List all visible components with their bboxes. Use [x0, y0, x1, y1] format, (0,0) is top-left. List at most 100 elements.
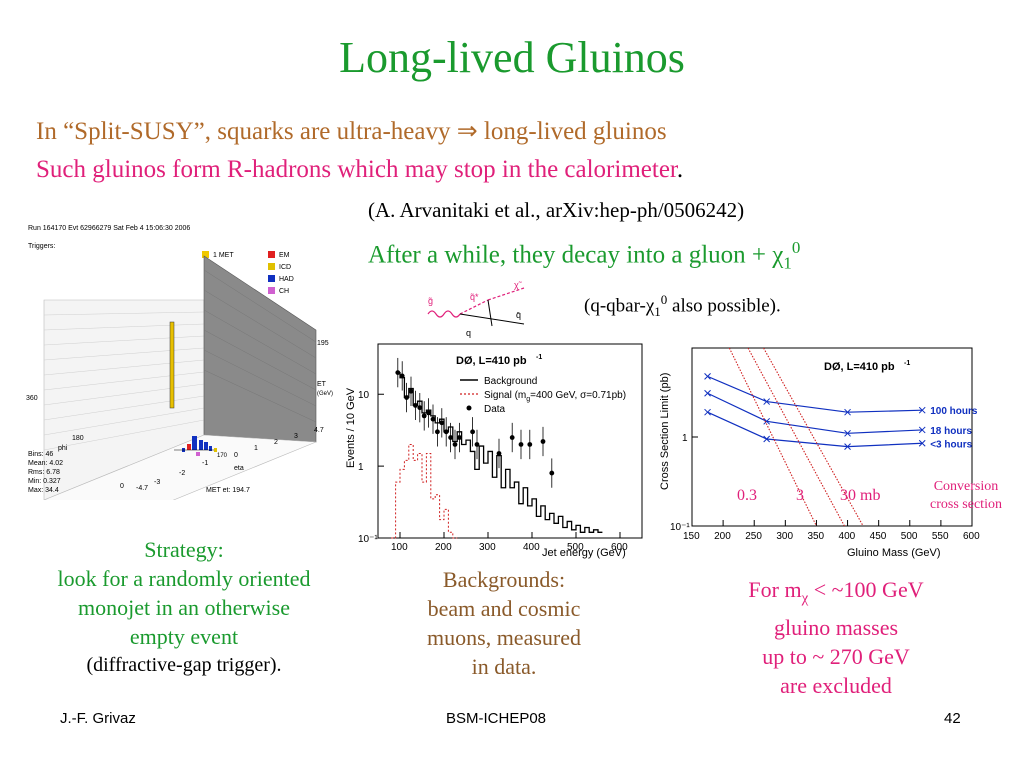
limit-marker — [844, 408, 851, 416]
chart2-xtick-label: 450 — [870, 531, 887, 542]
exclusion-block: For mχ < ~100 GeV gluino masses up to ~ … — [692, 575, 980, 700]
footer-conference: BSM-ICHEP08 — [446, 710, 547, 727]
conversion-line-1: Conversion — [933, 479, 999, 494]
chart2-ytick-label: 1 — [682, 433, 688, 444]
data-point — [408, 388, 414, 394]
footer-page-number: 42 — [944, 710, 961, 727]
chart2-xtick-label: 250 — [745, 531, 762, 542]
conversion-line-2: cross section — [930, 497, 1002, 512]
chart2-xtick-label: 550 — [932, 531, 949, 542]
label-squark: q̃* — [470, 292, 479, 302]
legend-had-swatch — [268, 275, 275, 282]
limit-curve — [707, 392, 923, 434]
exclusion-line-2: gluino masses — [773, 615, 899, 641]
met-label: MET et: 194.7 — [206, 487, 250, 494]
legend-signal-a: Signal (m — [484, 390, 526, 401]
conversion-line — [747, 348, 845, 526]
slide-title: Long-lived Gluinos — [339, 33, 685, 82]
chart2-xlabel: Gluino Mass (GeV) — [847, 547, 941, 559]
decay2-end: also possible). — [667, 295, 781, 317]
label-neutralino: χ̃ — [514, 280, 523, 290]
phi-tick-360: 360 — [26, 395, 38, 402]
eta-tick-minus-4-7: -4.7 — [136, 485, 148, 492]
data-point — [474, 442, 480, 447]
eta-tick-1: 1 — [254, 445, 258, 452]
conversion-line — [763, 348, 864, 526]
conversion-note: Conversion cross section — [916, 478, 1016, 514]
strategy-note: (diffractive-gap trigger). — [86, 654, 282, 676]
antiquark-line — [487, 299, 493, 327]
decay-alternative: (q-qbar-χ10 also possible). — [584, 292, 781, 320]
limit-marker — [918, 439, 926, 447]
limit-marker — [763, 417, 771, 425]
limit-curve-label: 100 hours — [930, 406, 978, 417]
label-antiquark: q̄ — [516, 310, 521, 320]
legend-icd-swatch — [268, 263, 275, 270]
data-point — [417, 405, 423, 411]
cross-section-chart: 150 200 250 300 350 400 450 500 550 600 1 10⁻¹ 100 … — [659, 347, 980, 559]
quark-line — [459, 313, 525, 325]
conv-label-3: 3 — [796, 487, 804, 504]
backgrounds-line-4: in data. — [471, 654, 537, 679]
data-point — [549, 470, 555, 476]
data-point — [509, 435, 515, 440]
data-point — [527, 442, 533, 447]
limit-marker — [763, 435, 771, 443]
intro-line-2: Such gluinos form R-hadrons which may st… — [36, 156, 683, 184]
limit-marker — [704, 389, 711, 397]
strategy-line-3: monojet in an otherwise — [77, 595, 290, 620]
conversion-line — [728, 348, 817, 526]
calorimeter-legend: EM ICD HAD CH — [268, 251, 294, 295]
decay-text: After a while, they decay into a gluon +… — [368, 241, 784, 269]
limit-marker — [704, 408, 711, 416]
stat-max: Max: 34.4 — [28, 487, 59, 494]
strategy-block: Strategy: look for a randomly oriented m… — [16, 535, 352, 680]
event-header: Run 164170 Evt 62966279 Sat Feb 4 15:06:… — [28, 225, 190, 232]
chart1-ytick-label: 1 — [358, 462, 364, 473]
data-point — [435, 429, 440, 435]
stats-box: Bins: 46 Mean: 4.02 Rms: 6.78 Min: 0.327… — [28, 451, 63, 494]
eta-tick-minus-1: -1 — [202, 460, 208, 467]
eta-tick-2: 2 — [274, 439, 278, 446]
wall-gridlines — [43, 311, 205, 451]
data-point — [448, 435, 453, 440]
legend-background: Background — [484, 376, 537, 387]
limit-curve-label: <3 hours — [930, 439, 972, 450]
chart2-xtick-label: 500 — [901, 531, 918, 542]
legend-had: HAD — [279, 276, 294, 283]
intro-line-1: In “Split-SUSY”, squarks are ultra-heavy… — [36, 118, 667, 145]
chart1-title: DØ, L=410 pb — [456, 355, 527, 367]
event-display: Run 164170 Evt 62966279 Sat Feb 4 15:06:… — [26, 225, 333, 500]
decay-statement: After a while, they decay into a gluon +… — [368, 238, 800, 273]
legend-ch: CH — [279, 288, 289, 295]
limit-marker — [918, 426, 926, 434]
data-point — [457, 435, 462, 440]
et-max: 195 — [317, 340, 329, 347]
limit-marker — [844, 429, 851, 437]
chart2-xtick-label: 150 — [683, 531, 700, 542]
chart1-xtick-label: 500 — [567, 542, 584, 553]
legend-signal-sub: g — [526, 396, 530, 403]
chart1-frame — [377, 343, 643, 539]
exclusion-sub: χ — [801, 590, 809, 607]
legend-data: Data — [484, 404, 506, 415]
chart2-xtick-label: 300 — [776, 531, 793, 542]
data-point — [426, 410, 431, 416]
limit-marker — [918, 406, 926, 414]
chart1-xtick-label: 100 — [391, 542, 408, 553]
limit-marker — [704, 373, 711, 380]
label-quark: q — [466, 328, 471, 338]
phi-tick-0: 0 — [120, 483, 124, 490]
eta-tick-3: 3 — [294, 433, 298, 440]
exclusion-prefix: For m — [748, 577, 802, 602]
data-point — [421, 413, 427, 419]
footer-author: J.-F. Grivaz — [60, 710, 136, 727]
legend-data-marker — [466, 405, 472, 411]
chart1-ytick-label: 10 — [358, 390, 370, 401]
decay-diagram: g̃ q̃* χ̃ q q̄ — [427, 280, 525, 338]
chart2-ytick-label: 10⁻¹ — [670, 522, 690, 533]
floor — [43, 434, 317, 500]
signal-histogram — [391, 443, 458, 539]
data-point — [470, 429, 475, 435]
decay-sup: 0 — [791, 238, 801, 257]
